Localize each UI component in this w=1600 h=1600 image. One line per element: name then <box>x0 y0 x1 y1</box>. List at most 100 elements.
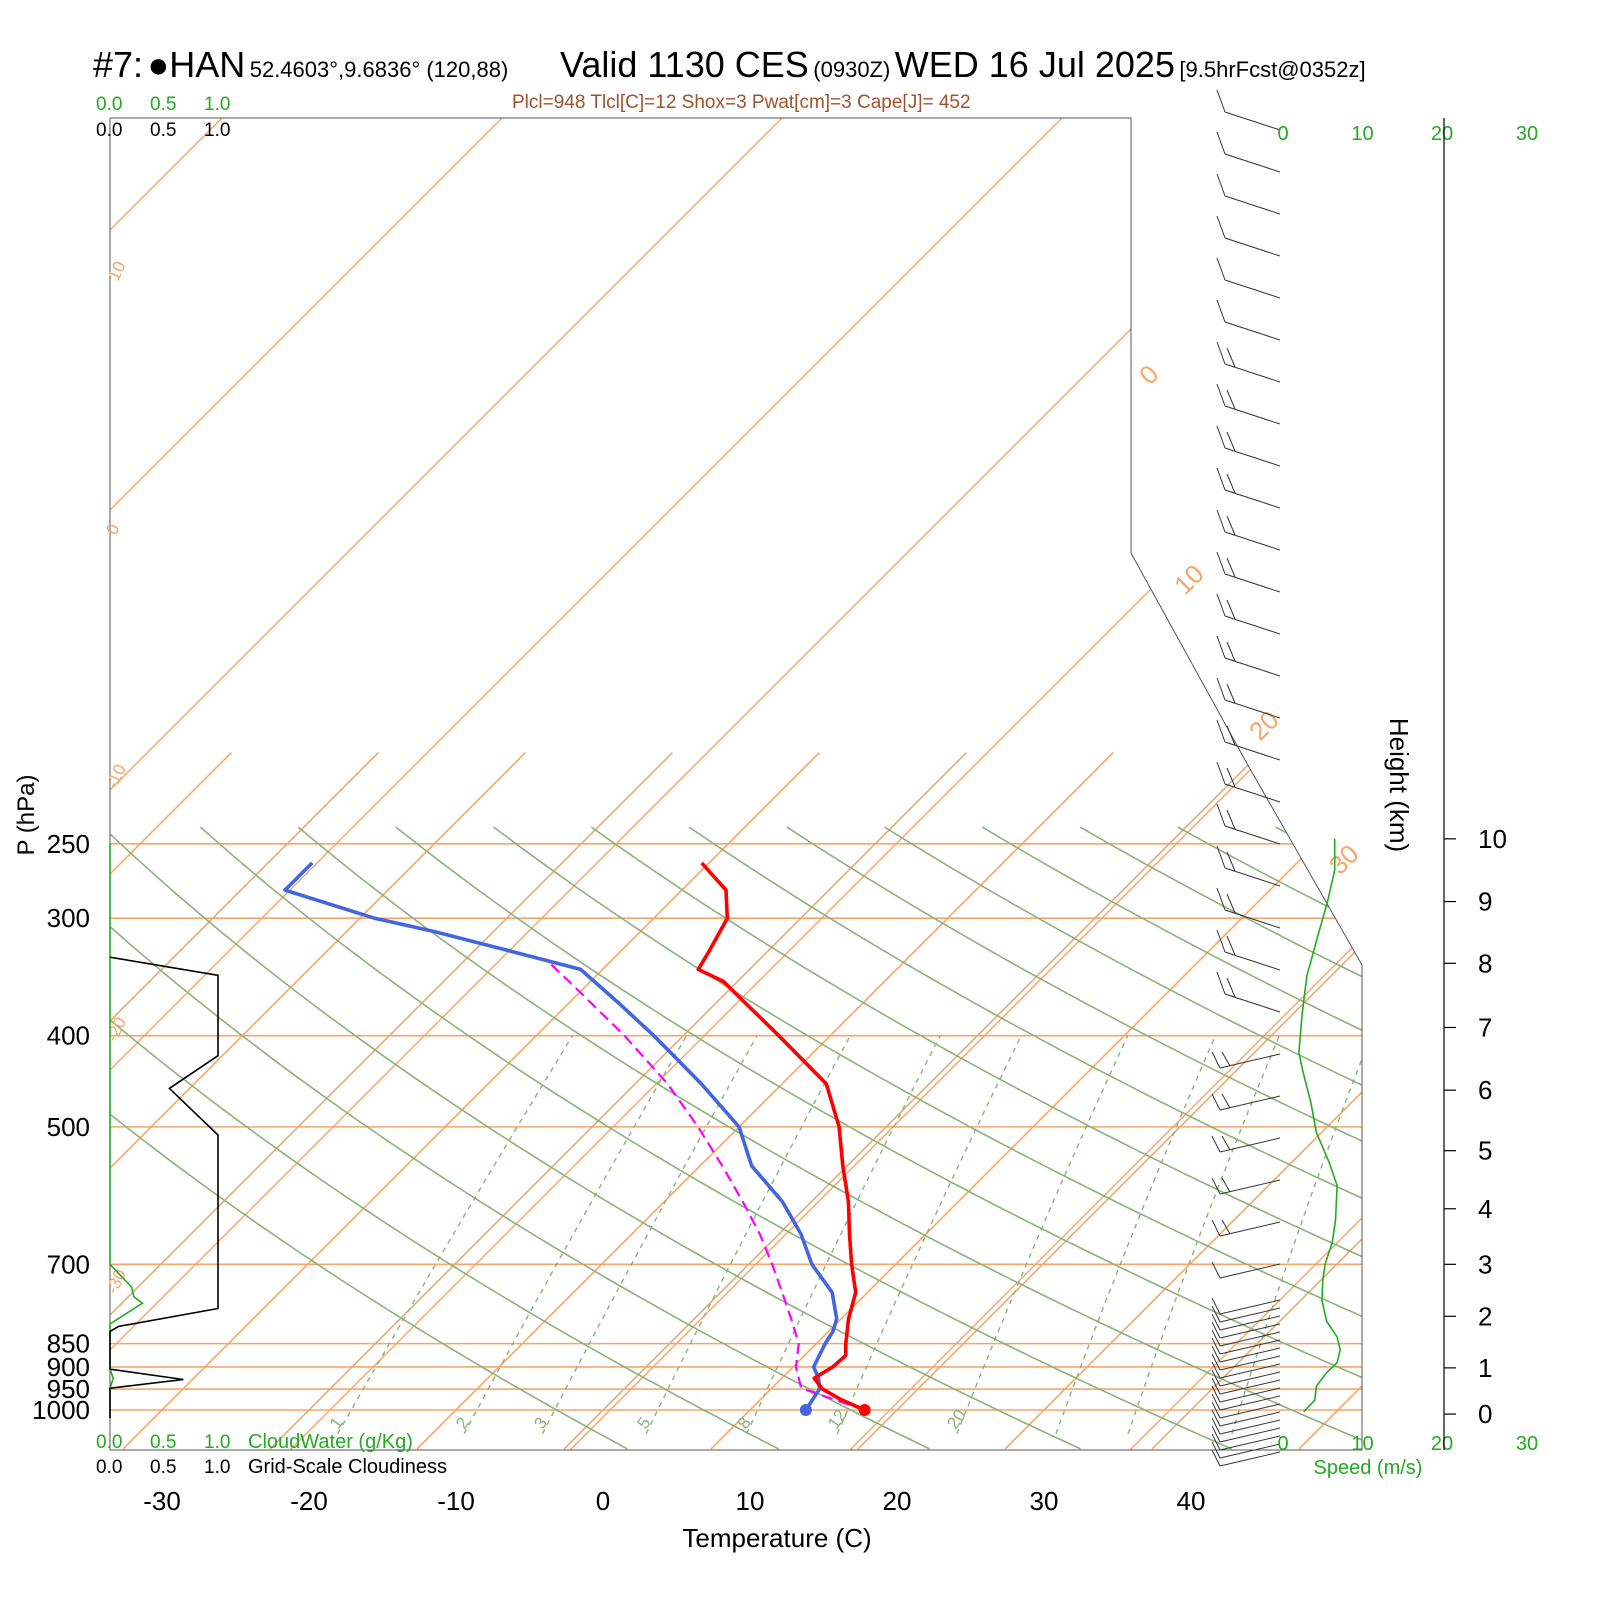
sounding-indices: Plcl=948 Tlcl[C]=12 Shox=3 Pwat[cm]=3 Ca… <box>512 92 971 113</box>
wind-barb <box>1219 1347 1281 1363</box>
speed-tick-label: 10 <box>1351 1433 1373 1455</box>
dry-adiabat <box>110 826 628 1450</box>
grid-diagonal <box>110 118 801 1450</box>
pressure-tick-label: 700 <box>47 1249 90 1279</box>
plot-frame <box>109 117 1363 1451</box>
wind-barb-flag <box>1226 809 1236 830</box>
wind-barb <box>1219 1307 1281 1323</box>
wind-barb-flag <box>1216 887 1226 911</box>
temperature-tick-label: -30 <box>143 1486 181 1516</box>
wind-barb-flag <box>1221 1093 1231 1109</box>
temperature-tick-label: 0 <box>596 1486 610 1516</box>
wind-barb-flag <box>1216 929 1226 953</box>
mixing-ratio-label: 5 <box>634 1414 655 1433</box>
speed-tick-label: 20 <box>1431 1433 1453 1455</box>
wind-barb-flag <box>1226 935 1236 956</box>
isotherm-line <box>269 752 967 1450</box>
dry-adiabat <box>1079 826 1362 1450</box>
wind-barb <box>1219 1355 1281 1371</box>
wind-barb-flag <box>1216 635 1226 659</box>
wind-barb-flag <box>1226 767 1236 788</box>
wind-barb-flag <box>1226 851 1236 872</box>
wind-barb <box>1219 1263 1281 1279</box>
wind-barb-flag <box>1211 1385 1221 1403</box>
wind-barb <box>1219 1411 1281 1427</box>
isotherm-line <box>857 752 1362 1450</box>
height-tick-label: 10 <box>1478 824 1507 854</box>
cloudiness-tick-label: 0.0 <box>96 1457 122 1478</box>
mixing-ratio-line <box>1127 1035 1280 1435</box>
wind-barb-flag <box>1211 1093 1221 1111</box>
dry-adiabat <box>199 826 1233 1450</box>
wind-barb <box>1224 741 1281 761</box>
dewpoint-curve <box>283 861 839 1411</box>
grid-diagonal <box>799 118 1362 1450</box>
y-axis-label: P (hPa) <box>13 775 40 856</box>
isotherm-label: 20 <box>1243 705 1285 747</box>
isotherm-line <box>110 752 526 1450</box>
wind-barb <box>1224 657 1281 677</box>
isotherm-label: 10 <box>104 259 129 284</box>
isotherm-label: -20 <box>102 1014 130 1044</box>
pressure-tick-label: 400 <box>47 1021 90 1051</box>
temperature-tick-label: -20 <box>290 1486 328 1516</box>
wind-barb <box>1224 363 1281 383</box>
mixing-ratio-label: 2 <box>452 1414 473 1433</box>
height-tick-label: 3 <box>1478 1249 1492 1279</box>
wind-barb <box>1224 867 1281 887</box>
wind-barb-flag <box>1226 893 1236 914</box>
wind-barb-flag <box>1226 389 1236 410</box>
wind-barb-flag <box>1221 1177 1231 1193</box>
cloudiness-tick-label: 0.5 <box>150 1457 176 1478</box>
x-axis-label: Temperature (C) <box>682 1523 871 1553</box>
wind-barb-flag <box>1216 677 1226 701</box>
pressure-tick-label: 500 <box>47 1112 90 1142</box>
wind-barb-flag <box>1216 761 1226 785</box>
temperature-tick-label: 40 <box>1177 1486 1206 1516</box>
wind-barb-flag <box>1216 131 1226 155</box>
wind-barb <box>1224 111 1281 131</box>
station-id: #7: <box>93 44 144 85</box>
speed-tick-label: 20 <box>1431 123 1453 145</box>
cloudiness-tick-label: 0.5 <box>150 120 176 141</box>
pressure-tick-label: 300 <box>47 903 90 933</box>
station-name: HAN <box>169 44 246 85</box>
wind-barb <box>1224 237 1281 257</box>
station-marker: ● <box>147 44 170 85</box>
wind-barb <box>1219 1451 1281 1467</box>
pressure-tick-label: 950 <box>47 1374 90 1404</box>
mixing-ratio-line <box>336 1035 573 1435</box>
cloudiness-tick-label: 1.0 <box>204 120 230 141</box>
dry-adiabat <box>1177 826 1362 1450</box>
wind-barb <box>1224 699 1281 719</box>
wind-barb-flag <box>1211 1051 1221 1069</box>
wind-barb <box>1224 783 1281 803</box>
surface-dewpoint-dot <box>799 1404 812 1416</box>
cloud-water-tick-label: 1.0 <box>204 94 230 115</box>
wind-barb-flag <box>1211 1135 1221 1153</box>
wind-barb <box>1224 531 1281 551</box>
wind-barb-flag <box>1216 173 1226 197</box>
valid-time: Valid 1130 CES (0930Z) WED 16 Jul 2025 [… <box>560 44 1366 86</box>
dry-adiabat <box>395 826 1362 1450</box>
isotherm-label: -10 <box>102 761 130 791</box>
mixing-ratio-line <box>1055 1035 1217 1435</box>
wind-barb-flag <box>1216 509 1226 533</box>
wind-barb-flag <box>1216 425 1226 449</box>
valid-date: WED 16 Jul 2025 <box>894 44 1175 85</box>
wind-barb <box>1224 153 1281 173</box>
wind-barb <box>1219 1435 1281 1451</box>
dry-adiabat <box>688 826 1362 1450</box>
wind-barb-flag <box>1211 1393 1221 1411</box>
height-tick-label: 7 <box>1478 1012 1492 1042</box>
wind-barb-flag <box>1226 725 1236 746</box>
wind-barb <box>1224 447 1281 467</box>
cloud-water-curve <box>109 843 144 1419</box>
temperature-tick-label: 10 <box>736 1486 765 1516</box>
dry-adiabat <box>297 826 1362 1450</box>
isotherm-line <box>563 752 1261 1450</box>
pressure-tick-label: 250 <box>47 829 90 859</box>
surface-temperature-dot <box>858 1404 871 1416</box>
wind-barb <box>1219 1323 1281 1339</box>
cloudiness-tick-label: 0.0 <box>96 120 122 141</box>
